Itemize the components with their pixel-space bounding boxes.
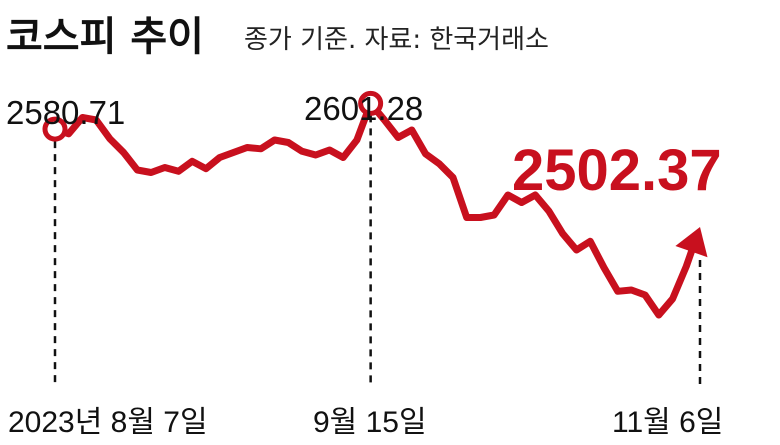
peak-value-label: 2601.28 [304,90,423,127]
chart-title: 코스피 추이 [6,14,204,60]
series-line [51,99,696,319]
start-date-label: 2023년 8월 7일 [8,406,208,439]
start-point-marker [42,116,68,142]
guide-lines [53,115,702,388]
end-value-label: 2502.37 [512,138,722,203]
peak-date-label: 9월 15일 [313,406,427,439]
start-value-label: 2580.71 [6,94,125,131]
end-date-label: 11월 6일 [612,406,723,439]
end-arrow-icon [675,227,708,258]
chart-subtitle: 종가 기준. 자료: 한국거래소 [244,25,549,55]
peak-point-marker [358,90,384,116]
